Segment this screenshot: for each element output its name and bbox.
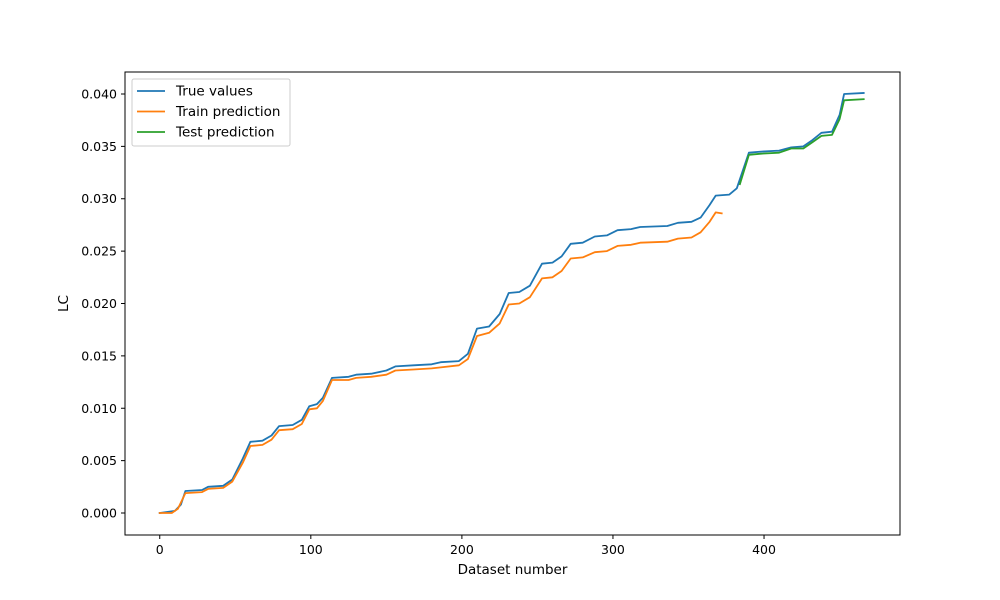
series-line-1 — [158, 211, 723, 514]
legend-frame — [131, 78, 291, 147]
y-tick-label: 0.010 — [81, 401, 117, 416]
y-tick-label: 0.025 — [81, 244, 117, 259]
legend-label-1: Train prediction — [175, 104, 280, 120]
x-tick-label: 0 — [156, 542, 164, 557]
legend-label-2: Test prediction — [175, 125, 275, 141]
series-line-2 — [738, 98, 865, 186]
x-axis-label: Dataset number — [458, 562, 568, 578]
series-line-0 — [158, 92, 865, 515]
y-tick-label: 0.035 — [81, 139, 117, 154]
y-tick-label: 0.000 — [81, 506, 117, 521]
series-layer — [158, 92, 865, 515]
x-tick-label: 100 — [299, 542, 323, 557]
ticks-layer: 0 100 200 300 400 0.000 0.005 0.010 0.015 0.020 0.… — [81, 86, 776, 557]
x-tick-label: 200 — [450, 542, 474, 557]
x-tick-label: 300 — [601, 542, 625, 557]
y-tick-label: 0.015 — [81, 348, 117, 363]
y-axis-label: LC — [56, 295, 72, 312]
x-tick-label: 400 — [752, 542, 776, 557]
y-tick-label: 0.020 — [81, 296, 117, 311]
legend-label-0: True values — [175, 84, 253, 100]
y-tick-label: 0.030 — [81, 191, 117, 206]
plot-frame — [124, 71, 901, 536]
legend: True values Train prediction Test predicti… — [131, 78, 291, 147]
y-tick-label: 0.005 — [81, 453, 117, 468]
y-tick-label: 0.040 — [81, 86, 117, 101]
